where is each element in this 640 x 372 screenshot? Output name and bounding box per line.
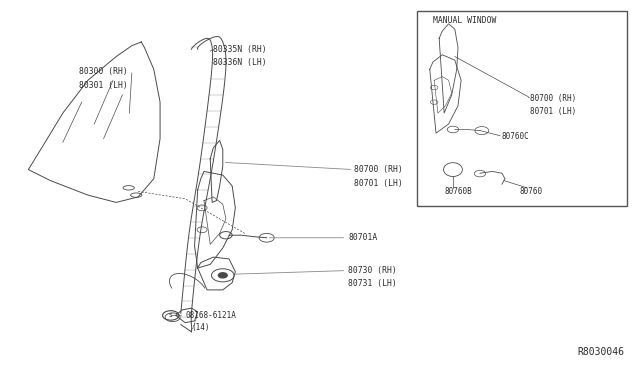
Text: 80700 (RH): 80700 (RH) — [530, 94, 577, 103]
Text: 80731 (LH): 80731 (LH) — [348, 279, 397, 288]
Text: 80760: 80760 — [520, 187, 543, 196]
Text: (14): (14) — [191, 323, 210, 332]
Text: MANUAL WINDOW: MANUAL WINDOW — [433, 16, 496, 25]
Circle shape — [218, 273, 227, 278]
Text: S: S — [169, 313, 173, 318]
Text: 80301 (LH): 80301 (LH) — [79, 81, 127, 90]
Text: 80336N (LH): 80336N (LH) — [213, 58, 267, 67]
Text: 80730 (RH): 80730 (RH) — [348, 266, 397, 275]
Text: 80300 (RH): 80300 (RH) — [79, 67, 127, 76]
Text: 08168-6121A: 08168-6121A — [185, 311, 236, 320]
Text: 80700 (RH): 80700 (RH) — [355, 165, 403, 174]
Text: 80760B: 80760B — [444, 187, 472, 196]
Text: 80701 (LH): 80701 (LH) — [530, 107, 577, 116]
Text: R8030046: R8030046 — [577, 347, 624, 357]
Text: 80701 (LH): 80701 (LH) — [355, 179, 403, 187]
FancyBboxPatch shape — [417, 11, 627, 206]
Text: 80760C: 80760C — [502, 132, 530, 141]
Text: 80335N (RH): 80335N (RH) — [213, 45, 267, 54]
Text: 80701A: 80701A — [348, 233, 378, 242]
